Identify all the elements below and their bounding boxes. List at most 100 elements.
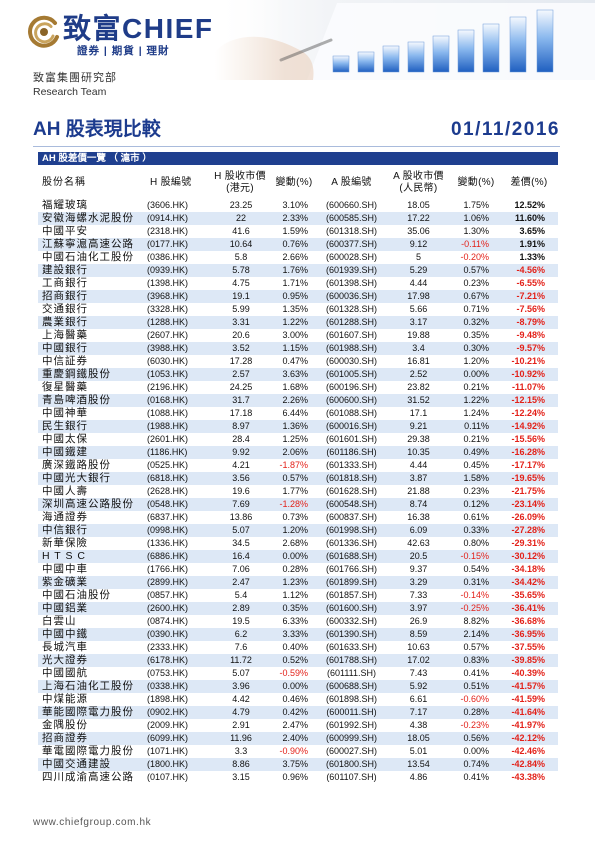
table-row: 中國神華 (1088.HK) 17.18 6.44% (601088.SH) 17.1 1.…: [38, 407, 558, 420]
h-code-cell: (0902.HK): [147, 707, 189, 717]
h-change-cell: 0.00%: [282, 551, 308, 561]
h-price-cell: 5.07: [232, 668, 250, 678]
h-change-cell: 3.00%: [282, 330, 308, 340]
stock-name-cell: 中國平安: [42, 225, 88, 237]
illustration-bar: [382, 45, 400, 73]
a-change-cell: 0.28%: [463, 707, 489, 717]
h-change-cell: 2.40%: [282, 733, 308, 743]
h-price-cell: 3.3: [234, 746, 248, 756]
report-date: 01/11/2016: [450, 119, 560, 140]
h-code-cell: (0177.HK): [147, 239, 189, 249]
h-price-cell: 11.96: [230, 733, 252, 743]
h-change-cell: 0.40%: [282, 642, 308, 652]
company-logo-wordmark: 致富CHIEF: [63, 14, 214, 44]
a-price-cell: 6.61: [409, 694, 428, 704]
a-price-cell: 5.01: [409, 746, 428, 756]
h-price-cell: 17.28: [229, 356, 253, 366]
a-code-cell: (601390.SH): [325, 629, 378, 639]
h-price-cell: 4.21: [232, 460, 250, 470]
h-code-cell: (3988.HK): [147, 343, 189, 353]
a-change-cell: 0.57%: [463, 265, 489, 275]
column-header-h-code: H 股編號: [150, 177, 192, 188]
report-title: AH 股表現比較: [33, 119, 161, 140]
illustration-bar: [332, 55, 350, 73]
a-change-cell: 1.20%: [463, 356, 489, 366]
a-price-cell: 4.38: [409, 720, 428, 730]
table-row: 招商證券 (6099.HK) 11.96 2.40% (600999.SH) 18.05 0…: [38, 732, 558, 745]
h-change-cell: 0.47%: [282, 356, 308, 366]
premium-cell: -6.55%: [516, 278, 545, 288]
a-code-cell: (601800.SH): [325, 759, 378, 769]
a-change-cell: 0.71%: [463, 304, 489, 314]
premium-cell: -34.42%: [511, 577, 545, 587]
a-code-cell: (600660.SH): [325, 200, 378, 210]
premium-cell: -14.92%: [511, 421, 545, 431]
a-change-cell: 0.11%: [464, 421, 489, 431]
illustration-bar: [536, 9, 554, 73]
a-price-cell: 16.38: [407, 512, 430, 522]
a-code-cell: (600548.SH): [325, 499, 378, 509]
a-change-cell: -0.14%: [460, 590, 489, 600]
a-price-cell: 3.87: [409, 473, 428, 483]
a-price-cell: 35.06: [407, 226, 430, 236]
stock-name-cell: 中信銀行: [42, 524, 88, 536]
table-row: 中國中鐵 (0390.HK) 6.2 3.33% (601390.SH) 8.59 2.14…: [38, 628, 558, 641]
stock-name-cell: 白雲山: [42, 615, 77, 627]
h-change-cell: 0.73%: [282, 512, 308, 522]
a-change-cell: 0.00%: [463, 746, 489, 756]
h-change-cell: 1.68%: [282, 382, 308, 392]
h-code-cell: (1766.HK): [147, 564, 189, 574]
table-header-row: 股份名稱 H 股編號 H 股收市價 (港元) 變動(%) A 股編號 A 股收市…: [38, 167, 558, 199]
h-code-cell: (0338.HK): [147, 681, 189, 691]
table-row: 深圳高速公路股份 (0548.HK) 7.69 -1.28% (600548.SH) 8.…: [38, 498, 558, 511]
h-code-cell: (6837.HK): [147, 512, 189, 522]
a-code-cell: (601288.SH): [325, 317, 378, 327]
column-header-a-code: A 股編號: [331, 177, 372, 188]
h-change-cell: 1.22%: [282, 317, 308, 327]
h-change-cell: 3.10%: [282, 200, 308, 210]
stock-name-cell: 安徽海螺水泥股份: [42, 212, 134, 224]
table-row: 中國鐵建 (1186.HK) 9.92 2.06% (601186.SH) 10.35 0.…: [38, 446, 558, 459]
table-row: 工商銀行 (1398.HK) 4.75 1.71% (601398.SH) 4.44 0.2…: [38, 277, 558, 290]
stock-name-cell: 農業銀行: [42, 316, 88, 328]
stock-name-cell: 廣深鐵路股份: [42, 459, 111, 471]
stock-name-cell: 光大證券: [42, 654, 88, 666]
a-price-cell: 19.88: [407, 330, 430, 340]
column-header-h-price-label: H 股收市價: [214, 171, 266, 182]
table-row: 中信銀行 (0998.HK) 5.07 1.20% (601998.SH) 6.09 0.3…: [38, 524, 558, 537]
a-price-cell: 29.38: [407, 434, 430, 444]
h-change-cell: 1.25%: [282, 434, 308, 444]
title-divider: [33, 146, 560, 147]
table-row: 白雲山 (0874.HK) 19.5 6.33% (600332.SH) 26.9 8.82…: [38, 615, 558, 628]
h-change-cell: 1.20%: [282, 525, 308, 535]
a-price-cell: 17.22: [407, 213, 430, 223]
h-price-cell: 6.2: [234, 629, 248, 639]
h-price-cell: 9.92: [232, 447, 250, 457]
table-row: 廣深鐵路股份 (0525.HK) 4.21 -1.87% (601333.SH) 4.44…: [38, 459, 558, 472]
a-change-cell: 1.24%: [463, 408, 489, 418]
table-row: 中信証券 (6030.HK) 17.28 0.47% (600030.SH) 16.81 1…: [38, 355, 558, 368]
illustration-bar: [482, 23, 500, 73]
a-change-cell: 0.30%: [463, 343, 489, 353]
h-price-cell: 2.91: [232, 720, 250, 730]
a-change-cell: -0.20%: [460, 252, 489, 262]
a-code-cell: (601333.SH): [325, 460, 378, 470]
premium-cell: -35.65%: [511, 590, 545, 600]
illustration-bar: [407, 41, 425, 73]
stock-name-cell: H T S C: [42, 550, 86, 562]
stock-name-cell: 紫金礦業: [42, 576, 88, 588]
a-change-cell: 0.21%: [463, 434, 489, 444]
h-change-cell: 1.12%: [282, 590, 308, 600]
a-change-cell: 0.32%: [463, 317, 489, 327]
stock-name-cell: 新華保險: [42, 537, 88, 549]
h-change-cell: 2.66%: [282, 252, 308, 262]
h-price-cell: 17.18: [229, 408, 253, 418]
premium-cell: -30.12%: [511, 551, 545, 561]
a-change-cell: -0.23%: [460, 720, 489, 730]
a-change-cell: 0.31%: [463, 577, 489, 587]
premium-cell: -10.21%: [511, 356, 545, 366]
a-price-cell: 18.05: [407, 733, 430, 743]
h-code-cell: (1053.HK): [147, 369, 189, 379]
h-change-cell: 1.59%: [282, 226, 308, 236]
stock-name-cell: 華能國際電力股份: [42, 706, 134, 718]
